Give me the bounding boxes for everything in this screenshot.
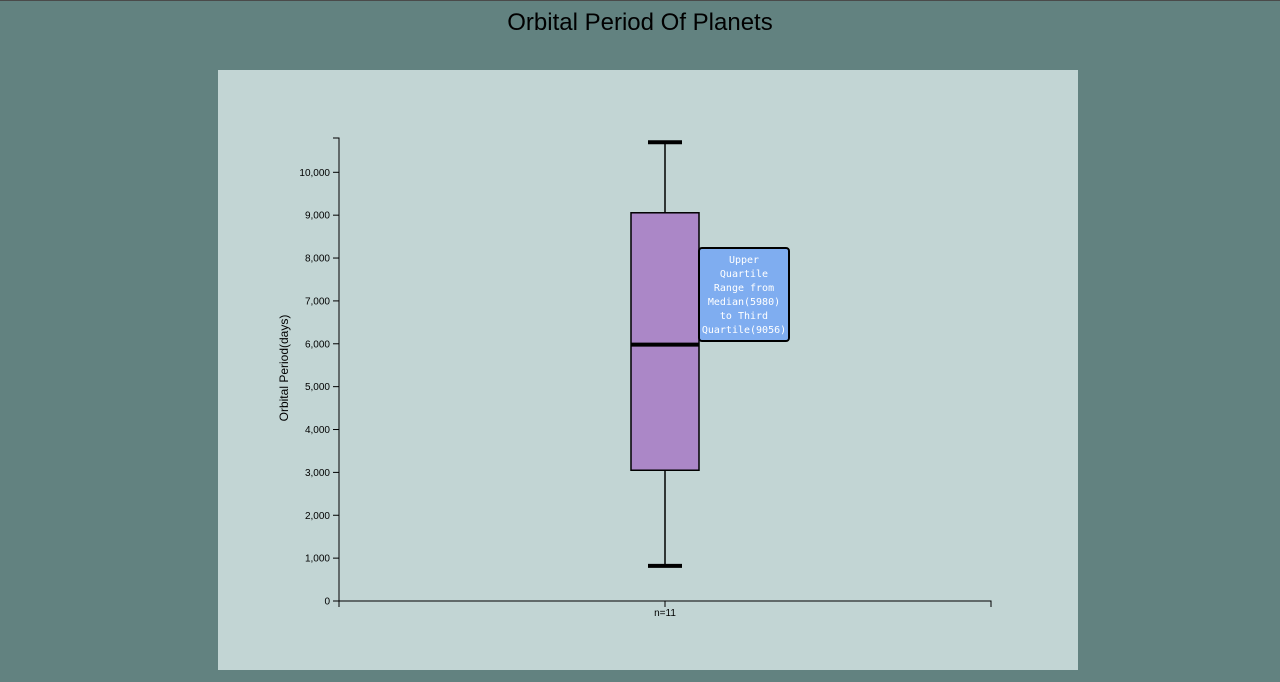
quartile-tooltip: Upper Quartile Range from Median(5980) t…	[698, 247, 790, 342]
y-tick-label: 0	[324, 597, 330, 608]
y-axis-line	[333, 137, 340, 602]
iqr-box	[630, 212, 700, 471]
x-axis: n=11	[338, 600, 992, 619]
y-tick-label: 4,000	[305, 425, 330, 436]
chart-title: Orbital Period Of Planets	[507, 9, 773, 36]
y-tick-label: 8,000	[305, 254, 330, 265]
boxes-group	[630, 140, 700, 568]
y-tick-label: 2,000	[305, 511, 330, 522]
y-tick-label: 1,000	[305, 554, 330, 565]
box-plot: 0 1,000 2,000 3,000 4,000 5,000 6,000 7,000 8,00…	[277, 137, 992, 619]
y-tick-label: 5,000	[305, 382, 330, 393]
y-tick-label: 3,000	[305, 468, 330, 479]
y-tick-label: 9,000	[305, 211, 330, 222]
y-tick-label: 10,000	[299, 168, 330, 179]
x-tick-label: n=11	[654, 608, 676, 619]
y-axis: 0 1,000 2,000 3,000 4,000 5,000 6,000 7,000 8,00…	[299, 137, 340, 608]
y-tick-label: 7,000	[305, 296, 330, 307]
y-tick-label: 6,000	[305, 339, 330, 350]
y-axis-label: Orbital Period(days)	[277, 315, 291, 422]
chart-panel: 0 1,000 2,000 3,000 4,000 5,000 6,000 7,000 8,00…	[218, 70, 1078, 670]
